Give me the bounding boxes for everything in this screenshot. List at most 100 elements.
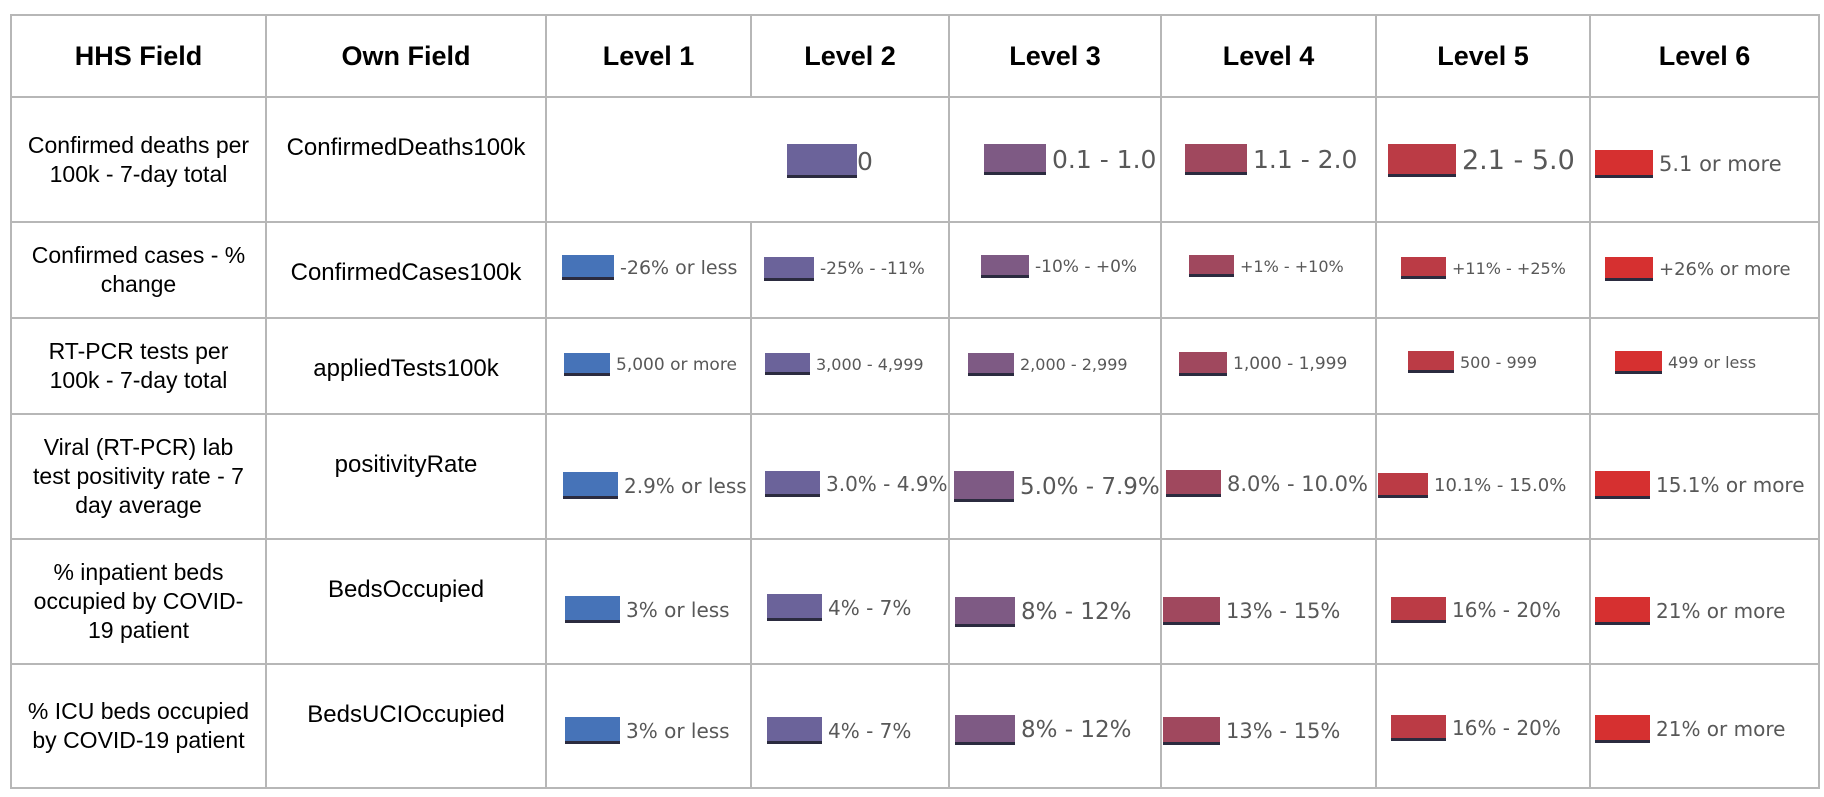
legend-item: +26% or more xyxy=(1605,257,1791,281)
level-6-cell: 5.1 or more xyxy=(1589,96,1820,223)
color-swatch xyxy=(1595,597,1650,625)
range-label: -26% or less xyxy=(620,256,738,279)
range-label: 8% - 12% xyxy=(1021,717,1132,743)
legend-item: 5.1 or more xyxy=(1595,150,1782,178)
range-label: 499 or less xyxy=(1668,353,1757,372)
level-2-cell: 3,000 - 4,999 xyxy=(750,317,950,415)
color-swatch xyxy=(1595,715,1650,743)
color-swatch xyxy=(562,255,614,280)
legend-item: 13% - 15% xyxy=(1163,597,1340,625)
level-1-cell: 5,000 or more xyxy=(545,317,752,415)
color-swatch xyxy=(764,257,814,281)
range-label: 21% or more xyxy=(1656,599,1786,623)
level-4-cell: 8.0% - 10.0% xyxy=(1160,413,1377,540)
legend-item: -10% - +0% xyxy=(981,255,1137,278)
color-swatch xyxy=(981,255,1029,278)
legend-item: 15.1% or more xyxy=(1595,471,1805,499)
color-swatch xyxy=(1163,597,1220,625)
range-label: 4% - 7% xyxy=(828,718,912,743)
legend-item: -25% - -11% xyxy=(764,257,925,281)
level-5-cell: 2.1 - 5.0 xyxy=(1375,96,1591,223)
color-swatch xyxy=(564,353,610,376)
range-label: 13% - 15% xyxy=(1226,599,1341,623)
range-label: +11% - +25% xyxy=(1452,258,1566,278)
header-level-3: Level 3 xyxy=(948,14,1162,98)
table-row: RT-PCR tests per 100k - 7-day total appli… xyxy=(10,317,1820,415)
color-swatch xyxy=(1615,351,1662,374)
legend-item: 8% - 12% xyxy=(955,597,1132,627)
range-label: 0 xyxy=(857,146,873,176)
color-swatch xyxy=(565,717,620,744)
level-3-cell: 0.1 - 1.0 xyxy=(948,96,1162,223)
hhs-field-cell: Confirmed cases - % change xyxy=(10,221,267,319)
header-level-6: Level 6 xyxy=(1589,14,1820,98)
legend-item: 3% or less xyxy=(565,596,730,623)
level-3-cell: -10% - +0% xyxy=(948,221,1162,319)
color-swatch xyxy=(984,144,1046,175)
color-swatch xyxy=(1605,257,1653,281)
color-swatch xyxy=(765,353,810,375)
color-swatch xyxy=(563,472,618,499)
legend-item: 10.1% - 15.0% xyxy=(1378,473,1566,498)
range-label: 0.1 - 1.0 xyxy=(1052,145,1157,174)
color-swatch xyxy=(1391,597,1446,623)
legend-item: 499 or less xyxy=(1615,351,1756,374)
legend-item: 4% - 7% xyxy=(767,594,911,621)
own-field-cell: ConfirmedCases100k xyxy=(265,221,547,319)
range-label: 4% - 7% xyxy=(828,595,912,620)
table-row: % inpatient beds occupied by COVID-19 pa… xyxy=(10,538,1820,665)
own-field-cell: appliedTests100k xyxy=(265,317,547,415)
color-swatch xyxy=(1391,715,1446,741)
color-swatch xyxy=(1166,470,1221,497)
hhs-field-cell: Confirmed deaths per 100k - 7-day total xyxy=(10,96,267,223)
range-label: -10% - +0% xyxy=(1035,256,1138,277)
range-label: -25% - -11% xyxy=(820,259,925,279)
level-6-cell: 21% or more xyxy=(1589,663,1820,789)
range-label: 13% - 15% xyxy=(1226,719,1341,743)
level-4-cell: 13% - 15% xyxy=(1160,538,1377,665)
level-2-cell: 4% - 7% xyxy=(750,538,950,665)
level-6-cell: 21% or more xyxy=(1589,538,1820,665)
range-label: 21% or more xyxy=(1656,717,1786,741)
hhs-field-cell: % ICU beds occupied by COVID-19 patient xyxy=(10,663,267,789)
range-label: 16% - 20% xyxy=(1452,716,1561,740)
range-label: 1,000 - 1,999 xyxy=(1233,354,1348,374)
thresholds-table: HHS Field Own Field Level 1 Level 2 Leve… xyxy=(10,14,1820,789)
own-field-cell: BedsUCIOccupied xyxy=(265,663,547,789)
legend-item: 8% - 12% xyxy=(955,715,1132,745)
own-field-cell: positivityRate xyxy=(265,413,547,540)
color-swatch xyxy=(955,597,1015,627)
color-swatch xyxy=(1185,144,1247,175)
header-row: HHS Field Own Field Level 1 Level 2 Leve… xyxy=(10,14,1820,98)
level-3-cell: 2,000 - 2,999 xyxy=(948,317,1162,415)
color-swatch xyxy=(1179,352,1227,376)
own-field-cell: BedsOccupied xyxy=(265,538,547,665)
level-6-cell: 499 or less xyxy=(1589,317,1820,415)
range-label: 10.1% - 15.0% xyxy=(1434,475,1567,496)
level-3-cell: 8% - 12% xyxy=(948,663,1162,789)
level-5-cell: 16% - 20% xyxy=(1375,663,1591,789)
level-5-cell: 10.1% - 15.0% xyxy=(1375,413,1591,540)
level-4-cell: 13% - 15% xyxy=(1160,663,1377,789)
range-label: 5.0% - 7.9% xyxy=(1020,473,1160,500)
range-label: 2,000 - 2,999 xyxy=(1020,355,1128,374)
level-2-cell: 4% - 7% xyxy=(750,663,950,789)
range-label: 5,000 or more xyxy=(616,354,737,375)
level-6-cell: 15.1% or more xyxy=(1589,413,1820,540)
legend-item: 500 - 999 xyxy=(1408,351,1537,373)
level-5-cell: 16% - 20% xyxy=(1375,538,1591,665)
color-swatch xyxy=(787,144,857,178)
range-label: 3,000 - 4,999 xyxy=(816,354,924,374)
hhs-field-cell: RT-PCR tests per 100k - 7-day total xyxy=(10,317,267,415)
legend-item: 2.9% or less xyxy=(563,472,747,499)
hhs-field-cell: Viral (RT-PCR) lab test positivity rate … xyxy=(10,413,267,540)
header-level-5: Level 5 xyxy=(1375,14,1591,98)
level-4-cell: +1% - +10% xyxy=(1160,221,1377,319)
level-2-cell: 3.0% - 4.9% xyxy=(750,413,950,540)
color-swatch xyxy=(1163,717,1220,745)
legend-item: 3% or less xyxy=(565,717,730,744)
color-swatch xyxy=(955,715,1015,745)
legend-item: 16% - 20% xyxy=(1391,597,1561,623)
table-row: Viral (RT-PCR) lab test positivity rate … xyxy=(10,413,1820,540)
color-swatch xyxy=(1595,150,1653,178)
